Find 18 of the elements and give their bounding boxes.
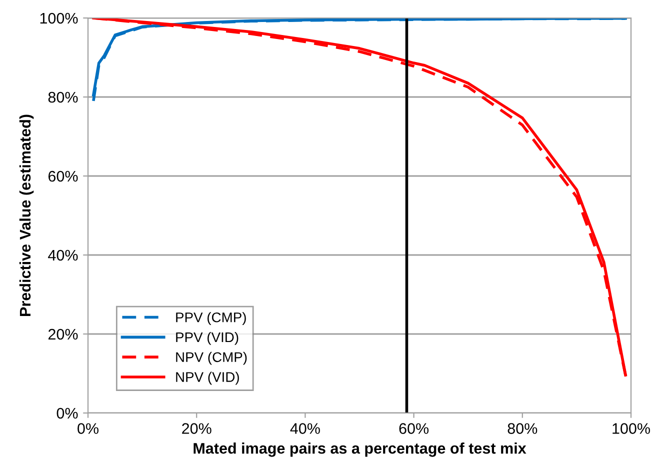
y-tick-label: 20% (48, 328, 78, 340)
x-tick-label: 0% (78, 423, 98, 434)
x-tick-label: 100% (612, 423, 650, 434)
x-tick-label: 80% (508, 423, 538, 434)
x-tick-label: 60% (399, 423, 429, 434)
y-tick-label: 0% (56, 408, 78, 419)
y-tick-label: 60% (48, 170, 78, 182)
x-axis-title: Mated image pairs as a percentage of test mix (194, 442, 526, 457)
legend-label: PPV (VID) (176, 332, 238, 345)
y-tick-label: 40% (48, 250, 78, 261)
x-tick-label: 40% (290, 423, 320, 434)
x-tick-label: 20% (182, 423, 212, 434)
y-tick-label: 100% (40, 12, 78, 24)
y-tick-label: 80% (48, 92, 78, 103)
legend-label: NPV (CMP) (176, 352, 247, 365)
y-axis-title: Predictive Value (estimated) (19, 114, 34, 316)
legend-label: PPV (CMP) (176, 312, 246, 326)
legend-label: NPV (VID) (176, 372, 239, 385)
